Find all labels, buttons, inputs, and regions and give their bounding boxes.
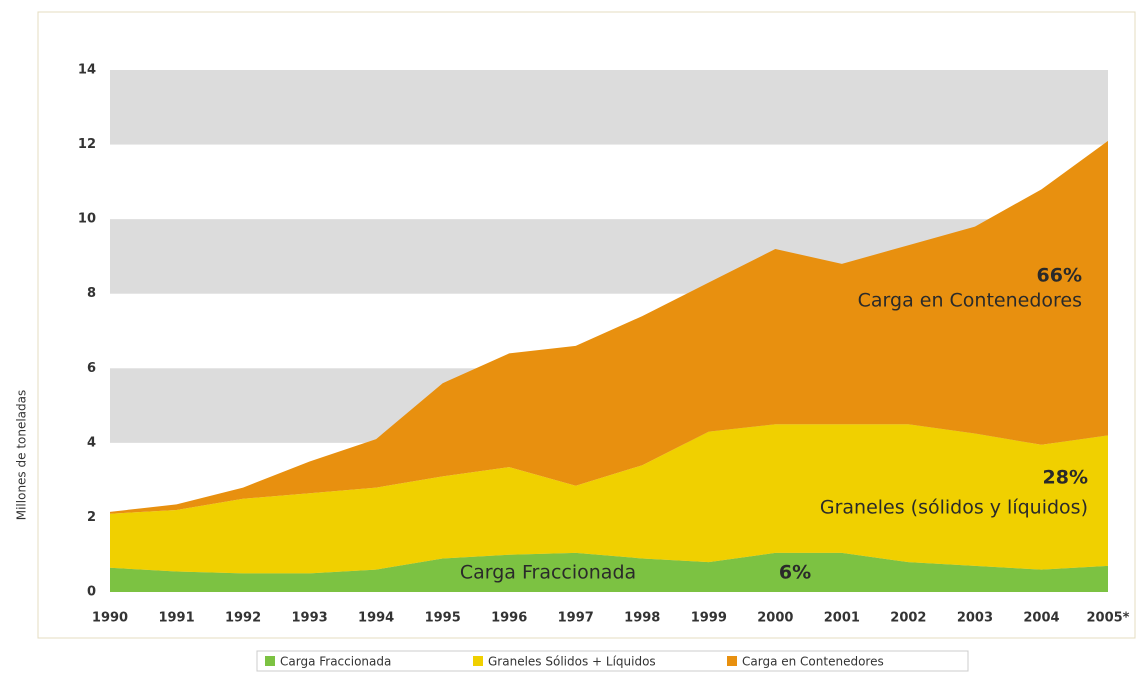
- legend-label: Carga Fraccionada: [280, 655, 391, 669]
- y-tick-label: 4: [87, 435, 96, 450]
- legend-swatch: [265, 656, 275, 666]
- x-tick-label: 1990: [92, 611, 128, 626]
- chart-frame: [37, 11, 1136, 639]
- y-tick-label: 14: [78, 63, 96, 78]
- legend-label: Carga en Contenedores: [742, 655, 884, 669]
- area: [110, 140, 1108, 514]
- area: [110, 552, 1108, 592]
- x-tick-label: 2001: [824, 611, 860, 626]
- area: [110, 424, 1108, 574]
- annotation: 6%: [779, 562, 811, 584]
- x-tick-label: 1992: [225, 611, 261, 626]
- y-tick-label: 6: [87, 361, 96, 376]
- x-tick-label: 2003: [957, 611, 993, 626]
- x-tick-label: 2004: [1023, 611, 1059, 626]
- y-tick-label: 12: [78, 137, 96, 152]
- x-tick-label: 1998: [624, 611, 660, 626]
- annotation: 66%: [1037, 265, 1082, 287]
- x-tick-label: 2002: [890, 611, 926, 626]
- grid-band: [110, 70, 1108, 145]
- legend-swatch: [473, 656, 483, 666]
- annotation: Carga en Contenedores: [858, 290, 1082, 312]
- annotation: Carga Fraccionada: [460, 562, 636, 584]
- x-tick-label: 1994: [358, 611, 394, 626]
- y-tick-label: 2: [87, 510, 96, 525]
- x-tick-label: 1999: [691, 611, 727, 626]
- legend-swatch: [727, 656, 737, 666]
- x-tick-label: 2005*: [1087, 611, 1130, 626]
- x-tick-label: 1993: [292, 611, 328, 626]
- x-tick-label: 1996: [491, 611, 527, 626]
- x-tick-label: 1995: [425, 611, 461, 626]
- y-tick-label: 0: [87, 585, 96, 600]
- y-tick-label: 10: [78, 212, 96, 227]
- x-tick-label: 1997: [558, 611, 594, 626]
- y-tick-label: 8: [87, 286, 96, 301]
- y-axis-label: Millones de toneladas: [15, 390, 29, 521]
- x-tick-label: 2000: [757, 611, 793, 626]
- x-tick-label: 1991: [158, 611, 194, 626]
- legend-box: [256, 650, 969, 672]
- annotation: Graneles (sólidos y líquidos): [820, 497, 1088, 519]
- annotation: 28%: [1043, 467, 1088, 489]
- legend-label: Graneles Sólidos + Líquidos: [488, 655, 656, 669]
